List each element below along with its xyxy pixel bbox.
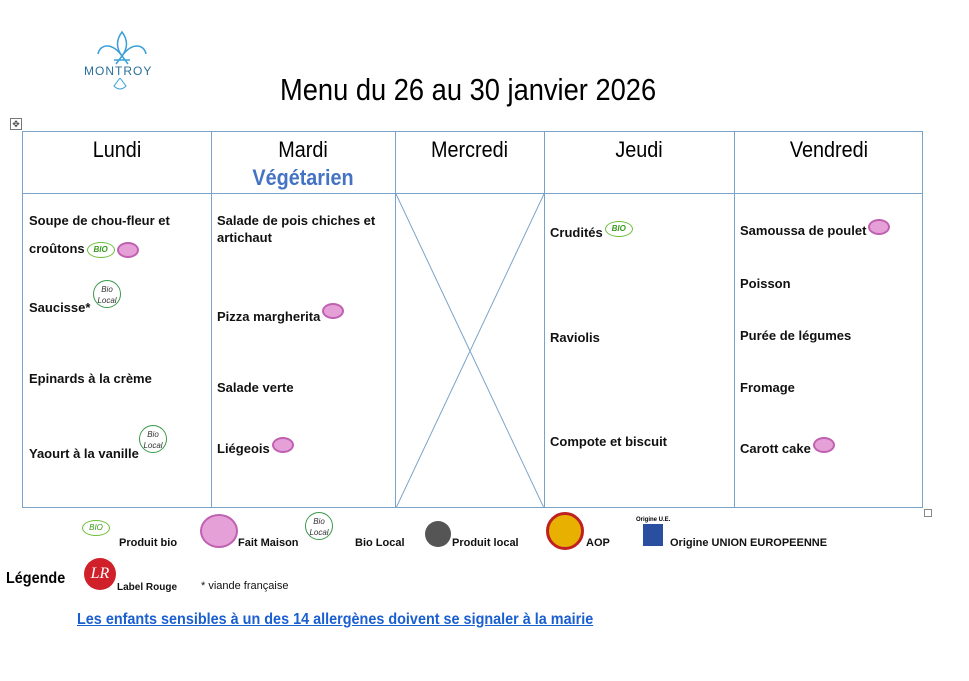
menu-item: Salade de pois chiches et	[217, 213, 376, 228]
vegetarian-label: Végétarien	[252, 165, 354, 190]
bio-local-icon: Bio Local	[139, 425, 167, 453]
menu-item: Yaourt à la vanille	[29, 446, 139, 461]
menu-item: artichaut	[217, 230, 272, 245]
bio-icon: BIO	[604, 220, 633, 237]
menu-item: Soupe de chou-fleur et	[29, 213, 170, 228]
bio-icon: BIO	[86, 241, 115, 258]
menu-item: Carott cake	[740, 436, 835, 458]
legend-bio-local: Bio Local	[355, 537, 405, 549]
menu-item: Fromage	[740, 380, 795, 395]
menu-item: Compote et biscuit	[550, 434, 668, 449]
legend-origine-ue: Origine UNION EUROPEENNE	[670, 537, 828, 549]
menu-item: Pizza margherita	[217, 302, 345, 326]
day-header-vendredi: Vendredi	[789, 137, 869, 162]
page-title: Menu du 26 au 30 janvier 2026	[280, 72, 657, 107]
eu-flag-icon	[643, 524, 663, 546]
legend-title: Légende	[6, 570, 66, 587]
logo-text: MONTROY	[84, 64, 153, 78]
legend-fait-maison: Fait Maison	[238, 537, 299, 549]
no-service-cross	[396, 194, 544, 508]
table-resize-handle[interactable]	[924, 509, 932, 517]
montroy-logo-icon	[97, 30, 147, 65]
day-header-lundi: Lundi	[92, 137, 142, 162]
day-header-mardi: Mardi	[278, 137, 328, 162]
menu-item: Purée de légumes	[740, 328, 852, 343]
legend-aop: AOP	[586, 537, 610, 549]
eu-icon-caption: Origine U.E.	[636, 517, 671, 523]
fait-maison-icon	[322, 302, 345, 319]
menu-item: Salade verte	[217, 380, 294, 395]
menu-item: Liégeois	[217, 436, 294, 458]
menu-item: Poisson	[740, 276, 791, 291]
bio-local-icon: Bio Local	[305, 512, 333, 540]
produit-local-icon	[425, 521, 451, 547]
day-header-mercredi: Mercredi	[430, 137, 509, 162]
menu-item: Samoussa de poulet	[740, 218, 891, 240]
fait-maison-icon	[812, 436, 835, 453]
legend-produit-bio: Produit bio	[119, 537, 178, 549]
day-header-jeudi: Jeudi	[615, 137, 663, 162]
bio-local-icon: Bio Local	[93, 280, 121, 308]
legend-produit-local: Produit local	[452, 537, 519, 549]
fait-maison-icon	[868, 218, 891, 235]
fait-maison-icon	[116, 241, 139, 258]
menu-item: Crudités BIO	[550, 220, 633, 242]
menu-item: Raviolis	[550, 330, 600, 345]
bio-icon: BIO	[82, 520, 110, 536]
label-rouge-icon: LR	[84, 558, 116, 590]
menu-item: Epinards à la crème	[29, 371, 152, 386]
aop-icon	[546, 512, 584, 550]
allergen-notice-link[interactable]: Les enfants sensibles à un des 14 allerg…	[77, 611, 594, 628]
fait-maison-icon	[200, 514, 238, 548]
legend-label-rouge: Label Rouge	[117, 582, 178, 593]
logo-drop-icon	[113, 78, 127, 90]
legend-viande-francaise: * viande française	[201, 580, 289, 592]
menu-item: croûtons BIO	[29, 240, 139, 258]
table-move-handle-icon[interactable]: ✥	[10, 118, 22, 130]
menu-item: Saucisse*	[29, 300, 91, 315]
menu-table: Lundi Mardi Végétarien Mercredi Jeudi Ve…	[22, 131, 923, 508]
fait-maison-icon	[271, 436, 294, 453]
